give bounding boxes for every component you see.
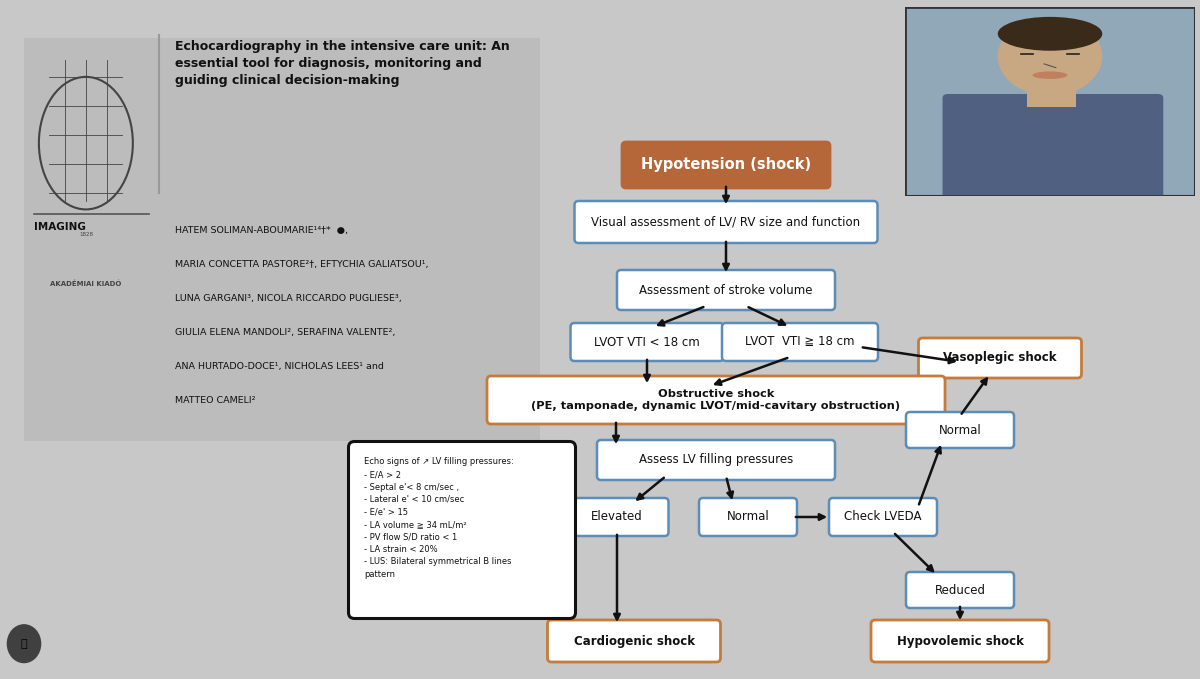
Text: IMAGING: IMAGING — [34, 222, 85, 232]
Text: Normal: Normal — [938, 424, 982, 437]
Text: Cardiogenic shock: Cardiogenic shock — [574, 634, 695, 648]
Text: 1828: 1828 — [79, 232, 92, 237]
Ellipse shape — [997, 17, 1103, 96]
FancyBboxPatch shape — [906, 412, 1014, 448]
Text: Reduced: Reduced — [935, 583, 985, 596]
Text: MATTEO CAMELI²: MATTEO CAMELI² — [175, 396, 256, 405]
Text: Normal: Normal — [727, 511, 769, 524]
Text: Assess LV filling pressures: Assess LV filling pressures — [638, 454, 793, 466]
FancyBboxPatch shape — [871, 620, 1049, 662]
Text: GIULIA ELENA MANDOLI², SERAFINA VALENTE²,: GIULIA ELENA MANDOLI², SERAFINA VALENTE²… — [175, 328, 395, 337]
Circle shape — [7, 624, 41, 663]
FancyBboxPatch shape — [570, 323, 724, 361]
FancyBboxPatch shape — [565, 498, 668, 536]
Text: Elevated: Elevated — [592, 511, 643, 524]
FancyBboxPatch shape — [622, 142, 830, 188]
FancyBboxPatch shape — [906, 572, 1014, 608]
Text: Echocardiography in the intensive care unit: An
essential tool for diagnosis, mo: Echocardiography in the intensive care u… — [175, 39, 509, 87]
Text: LVOT VTI < 18 cm: LVOT VTI < 18 cm — [594, 335, 700, 348]
Text: ANA HURTADO-DOCE¹, NICHOLAS LEES¹ and: ANA HURTADO-DOCE¹, NICHOLAS LEES¹ and — [175, 362, 384, 371]
Text: 🎤: 🎤 — [20, 639, 28, 648]
FancyBboxPatch shape — [829, 498, 937, 536]
FancyBboxPatch shape — [942, 94, 1163, 200]
Text: LVOT  VTI ≧ 18 cm: LVOT VTI ≧ 18 cm — [745, 335, 854, 348]
Ellipse shape — [1032, 71, 1068, 79]
Text: Obstructive shock
(PE, tamponade, dynamic LVOT/mid-cavitary obstruction): Obstructive shock (PE, tamponade, dynami… — [532, 389, 900, 411]
Text: Visual assessment of LV/ RV size and function: Visual assessment of LV/ RV size and fun… — [592, 215, 860, 229]
FancyBboxPatch shape — [348, 441, 576, 619]
Text: LUNA GARGANI³, NICOLA RICCARDO PUGLIESE³,: LUNA GARGANI³, NICOLA RICCARDO PUGLIESE³… — [175, 294, 401, 303]
FancyBboxPatch shape — [575, 201, 877, 243]
FancyBboxPatch shape — [487, 376, 946, 424]
FancyBboxPatch shape — [24, 38, 540, 447]
Text: Vasoplegic shock: Vasoplegic shock — [943, 352, 1057, 365]
FancyBboxPatch shape — [722, 323, 878, 361]
FancyBboxPatch shape — [1027, 85, 1076, 107]
Text: Hypotension (shock): Hypotension (shock) — [641, 158, 811, 172]
FancyBboxPatch shape — [918, 338, 1081, 378]
FancyBboxPatch shape — [547, 620, 720, 662]
Text: AKADÉMIAI KIADÓ: AKADÉMIAI KIADÓ — [50, 280, 121, 287]
Text: MARIA CONCETTA PASTORE²†, EFTYCHIA GALIATSOU¹,: MARIA CONCETTA PASTORE²†, EFTYCHIA GALIA… — [175, 260, 428, 269]
Text: Hypovolemic shock: Hypovolemic shock — [896, 634, 1024, 648]
Text: Assessment of stroke volume: Assessment of stroke volume — [640, 284, 812, 297]
FancyBboxPatch shape — [598, 440, 835, 480]
Text: HATEM SOLIMAN-ABOUMARIE¹⁴†*  ●,: HATEM SOLIMAN-ABOUMARIE¹⁴†* ●, — [175, 226, 348, 235]
Text: Echo signs of ↗ LV filling pressures:
- E/A > 2
- Septal e'< 8 cm/sec ,
- Latera: Echo signs of ↗ LV filling pressures: - … — [365, 458, 515, 579]
FancyBboxPatch shape — [617, 270, 835, 310]
Text: Check LVEDA: Check LVEDA — [845, 511, 922, 524]
FancyBboxPatch shape — [698, 498, 797, 536]
FancyBboxPatch shape — [905, 7, 1195, 196]
Ellipse shape — [997, 17, 1103, 51]
